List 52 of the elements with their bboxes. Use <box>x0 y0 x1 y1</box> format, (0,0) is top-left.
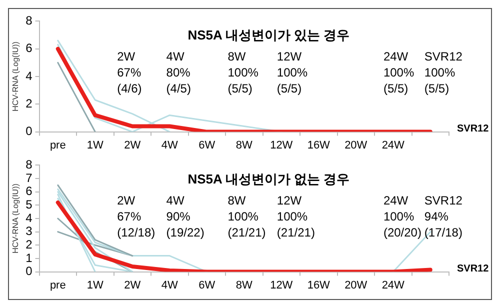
annotation: 24W 100% (20/20) <box>383 194 422 240</box>
annotation: 8W 100% (5/5) <box>228 50 259 96</box>
y-tick-label: 0 <box>26 264 33 278</box>
y-tick-label: 1 <box>26 250 33 265</box>
x-tick-label: 6W <box>198 139 216 152</box>
x-tick-label: 1W <box>86 139 104 152</box>
x-tick-label: 2W <box>124 139 142 152</box>
annotation: 12W 100% (21/21) <box>276 194 315 240</box>
y-tick-label: 7 <box>26 170 33 185</box>
annotation: 4W 90% (19/22) <box>166 194 204 240</box>
x-tick-label: 12W <box>270 139 294 152</box>
y-axis-title: HCV-RNA (Log(IU)) <box>11 41 20 112</box>
y-tick-label: 2 <box>26 237 33 252</box>
y-tick-label: 5 <box>26 197 33 212</box>
annotation: 12W 100% (5/5) <box>276 50 308 96</box>
y-tick-label: 3 <box>26 224 33 238</box>
x-tick-label: 6W <box>198 279 216 292</box>
y-axis-title: HCV-RNA (Log(IU)) <box>11 183 20 254</box>
x-tick-label: pre <box>50 139 66 152</box>
x-tick-label: 24W <box>382 139 406 152</box>
x-tick-label: 4W <box>161 279 179 292</box>
x-tick-label: 2W <box>124 279 142 292</box>
x-tick-label: 24W <box>382 279 406 292</box>
y-tick-label: 0 <box>26 124 33 138</box>
annotation: SVR12 94% (17/18) <box>424 194 463 240</box>
x-tick-label: pre <box>50 279 66 292</box>
annotation: SVR12 100% (5/5) <box>424 50 463 96</box>
y-tick-label: 8 <box>26 158 33 172</box>
x-tick-label: 20W <box>344 139 368 152</box>
annotation: 2W 67% (4/6) <box>117 50 142 96</box>
x-tick-label: 8W <box>236 279 254 292</box>
y-tick-label: 2 <box>26 96 33 110</box>
x-tick-label: 8W <box>236 139 254 152</box>
x-tick-label: 16W <box>307 279 331 292</box>
annotation: 4W 80% (4/5) <box>166 50 191 96</box>
text: SVR12 <box>457 264 490 275</box>
y-tick-label: 4 <box>26 210 33 225</box>
x-tick-label: 1W <box>86 279 104 292</box>
x-tick-label: 12W <box>270 279 294 292</box>
x-tick-label: 20W <box>344 279 368 292</box>
y-tick-label: 4 <box>26 68 33 83</box>
text: NS5A 내성변이가 없는 경우 <box>188 171 350 186</box>
annotation: 2W 67% (12/18) <box>117 194 156 240</box>
x-tick-label: 4W <box>161 139 179 152</box>
text: SVR12 <box>457 124 490 135</box>
y-tick-label: 6 <box>26 41 33 56</box>
annotation: 8W 100% (21/21) <box>228 194 266 240</box>
annotation: 24W 100% (5/5) <box>383 50 414 96</box>
y-tick-label: 6 <box>26 184 33 198</box>
text: NS5A 내성변이가 있는 경우 <box>188 27 350 42</box>
y-tick-label: 8 <box>26 14 33 28</box>
x-tick-label: 16W <box>307 139 331 152</box>
